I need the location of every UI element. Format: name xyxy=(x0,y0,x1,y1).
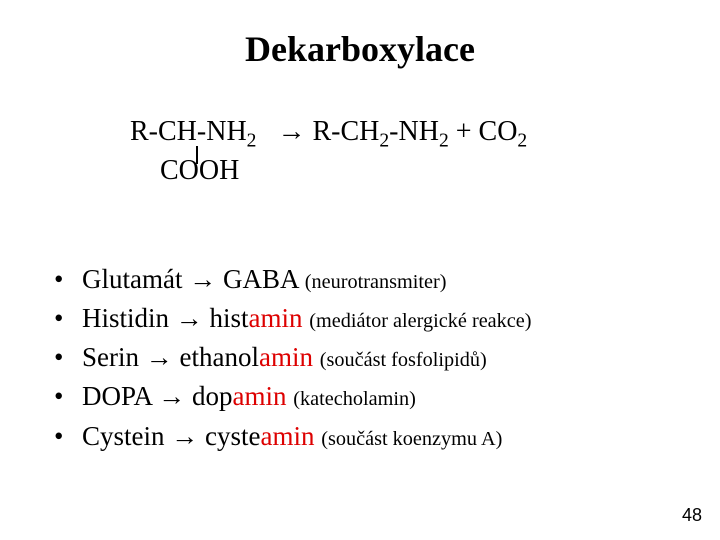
reaction-line1: R-CH-NH2 → R-CH2-NH2 + CO2 xyxy=(130,112,527,153)
note: (součást fosfolipidů) xyxy=(320,349,487,371)
product-sub1: 2 xyxy=(379,131,389,152)
product-pre: hist xyxy=(210,303,249,333)
reactant: Cystein xyxy=(82,421,165,451)
product-pre: dop xyxy=(192,381,233,411)
product-red: amin xyxy=(259,342,313,372)
bond-line xyxy=(196,146,198,164)
product-pre: cyste xyxy=(205,421,260,451)
reactant: Glutamát xyxy=(82,264,182,294)
list-item: Histidin → histamin (mediátor alergické … xyxy=(40,299,680,338)
reactant-prefix: R-CH-NH xyxy=(130,116,247,147)
product-part2: -NH xyxy=(389,116,439,147)
list-item: Cystein → cysteamin (součást koenzymu A) xyxy=(40,417,680,456)
slide: Dekarboxylace R-CH-NH2 → R-CH2-NH2 + CO2… xyxy=(0,0,720,540)
arrow: → xyxy=(165,421,206,451)
arrow: → xyxy=(256,116,312,147)
reactant: DOPA xyxy=(82,381,152,411)
cooh: COOH xyxy=(160,155,239,186)
bullet-ul: Glutamát → GABA (neurotransmiter) Histid… xyxy=(40,260,680,456)
bullet-list: Glutamát → GABA (neurotransmiter) Histid… xyxy=(40,260,680,456)
reactant: Serin xyxy=(82,342,139,372)
arrow: → xyxy=(139,342,180,372)
list-item: DOPA → dopamin (katecholamin) xyxy=(40,377,680,416)
product-pre: GABA xyxy=(223,264,298,294)
reaction-line2: COOH xyxy=(130,151,527,192)
reactant-sub: 2 xyxy=(247,131,257,152)
product-red: amin xyxy=(249,303,303,333)
arrow: → xyxy=(152,381,193,411)
list-item: Serin → ethanolamin (součást fosfolipidů… xyxy=(40,338,680,377)
slide-title: Dekarboxylace xyxy=(0,28,720,70)
note: (mediátor alergické reakce) xyxy=(309,310,531,332)
arrow: → xyxy=(182,264,223,294)
product-plus: + CO xyxy=(449,116,518,147)
product-sub2: 2 xyxy=(439,131,449,152)
product-pre: ethanol xyxy=(180,342,259,372)
note: (součást koenzymu A) xyxy=(321,428,502,450)
product-red: amin xyxy=(233,381,287,411)
product-sub3: 2 xyxy=(517,131,527,152)
product-part1: R-CH xyxy=(312,116,379,147)
note: (katecholamin) xyxy=(293,388,416,410)
reactant: Histidin xyxy=(82,303,169,333)
arrow: → xyxy=(169,303,210,333)
list-item: Glutamát → GABA (neurotransmiter) xyxy=(40,260,680,299)
product-red: amin xyxy=(261,421,315,451)
note: (neurotransmiter) xyxy=(305,271,447,293)
reaction-scheme: R-CH-NH2 → R-CH2-NH2 + CO2 COOH xyxy=(130,112,527,191)
page-number: 48 xyxy=(682,505,702,526)
